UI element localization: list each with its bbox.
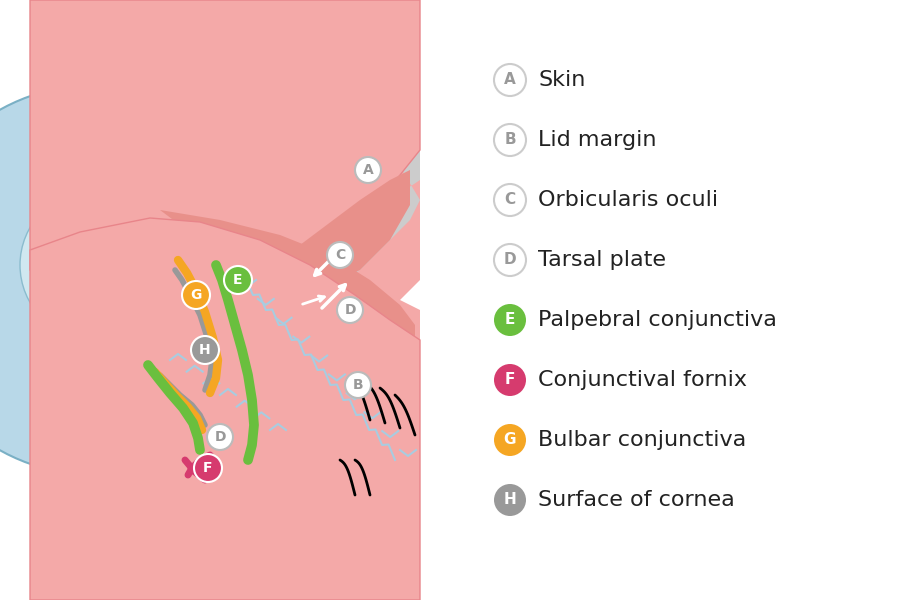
Circle shape bbox=[207, 424, 233, 450]
Circle shape bbox=[494, 484, 526, 516]
Circle shape bbox=[494, 304, 526, 336]
Text: G: G bbox=[190, 288, 202, 302]
Text: E: E bbox=[233, 273, 243, 287]
Text: Palpebral conjunctiva: Palpebral conjunctiva bbox=[538, 310, 777, 330]
Polygon shape bbox=[30, 0, 420, 335]
Text: A: A bbox=[504, 73, 516, 88]
Text: D: D bbox=[504, 253, 517, 268]
Text: F: F bbox=[203, 461, 212, 475]
Circle shape bbox=[194, 454, 222, 482]
Text: H: H bbox=[199, 343, 211, 357]
Circle shape bbox=[327, 242, 353, 268]
Circle shape bbox=[494, 64, 526, 96]
Text: D: D bbox=[214, 430, 226, 444]
Text: E: E bbox=[505, 313, 515, 328]
Circle shape bbox=[337, 297, 363, 323]
Polygon shape bbox=[260, 0, 420, 330]
Circle shape bbox=[191, 336, 219, 364]
Circle shape bbox=[494, 364, 526, 396]
Circle shape bbox=[20, 190, 170, 340]
Text: Orbicularis oculi: Orbicularis oculi bbox=[538, 190, 718, 210]
Circle shape bbox=[55, 225, 135, 305]
Text: B: B bbox=[504, 133, 516, 148]
Text: Skin: Skin bbox=[538, 70, 585, 90]
Text: Tarsal plate: Tarsal plate bbox=[538, 250, 666, 270]
Text: B: B bbox=[353, 378, 364, 392]
Text: F: F bbox=[505, 373, 515, 388]
Text: G: G bbox=[504, 433, 517, 448]
Polygon shape bbox=[30, 0, 420, 450]
Polygon shape bbox=[200, 170, 410, 305]
Circle shape bbox=[182, 281, 210, 309]
Circle shape bbox=[494, 184, 526, 216]
Circle shape bbox=[494, 424, 526, 456]
Text: C: C bbox=[504, 193, 516, 208]
Polygon shape bbox=[30, 218, 420, 600]
Circle shape bbox=[355, 157, 381, 183]
Polygon shape bbox=[30, 210, 420, 600]
Circle shape bbox=[494, 244, 526, 276]
Text: A: A bbox=[363, 163, 374, 177]
Text: C: C bbox=[335, 248, 345, 262]
Text: Bulbar conjunctiva: Bulbar conjunctiva bbox=[538, 430, 746, 450]
Circle shape bbox=[345, 372, 371, 398]
Circle shape bbox=[494, 124, 526, 156]
Text: Surface of cornea: Surface of cornea bbox=[538, 490, 734, 510]
Circle shape bbox=[0, 85, 290, 475]
Circle shape bbox=[224, 266, 252, 294]
Polygon shape bbox=[160, 210, 415, 350]
Text: D: D bbox=[344, 303, 356, 317]
Text: H: H bbox=[504, 493, 517, 508]
Text: Conjunctival fornix: Conjunctival fornix bbox=[538, 370, 747, 390]
Text: Lid margin: Lid margin bbox=[538, 130, 656, 150]
